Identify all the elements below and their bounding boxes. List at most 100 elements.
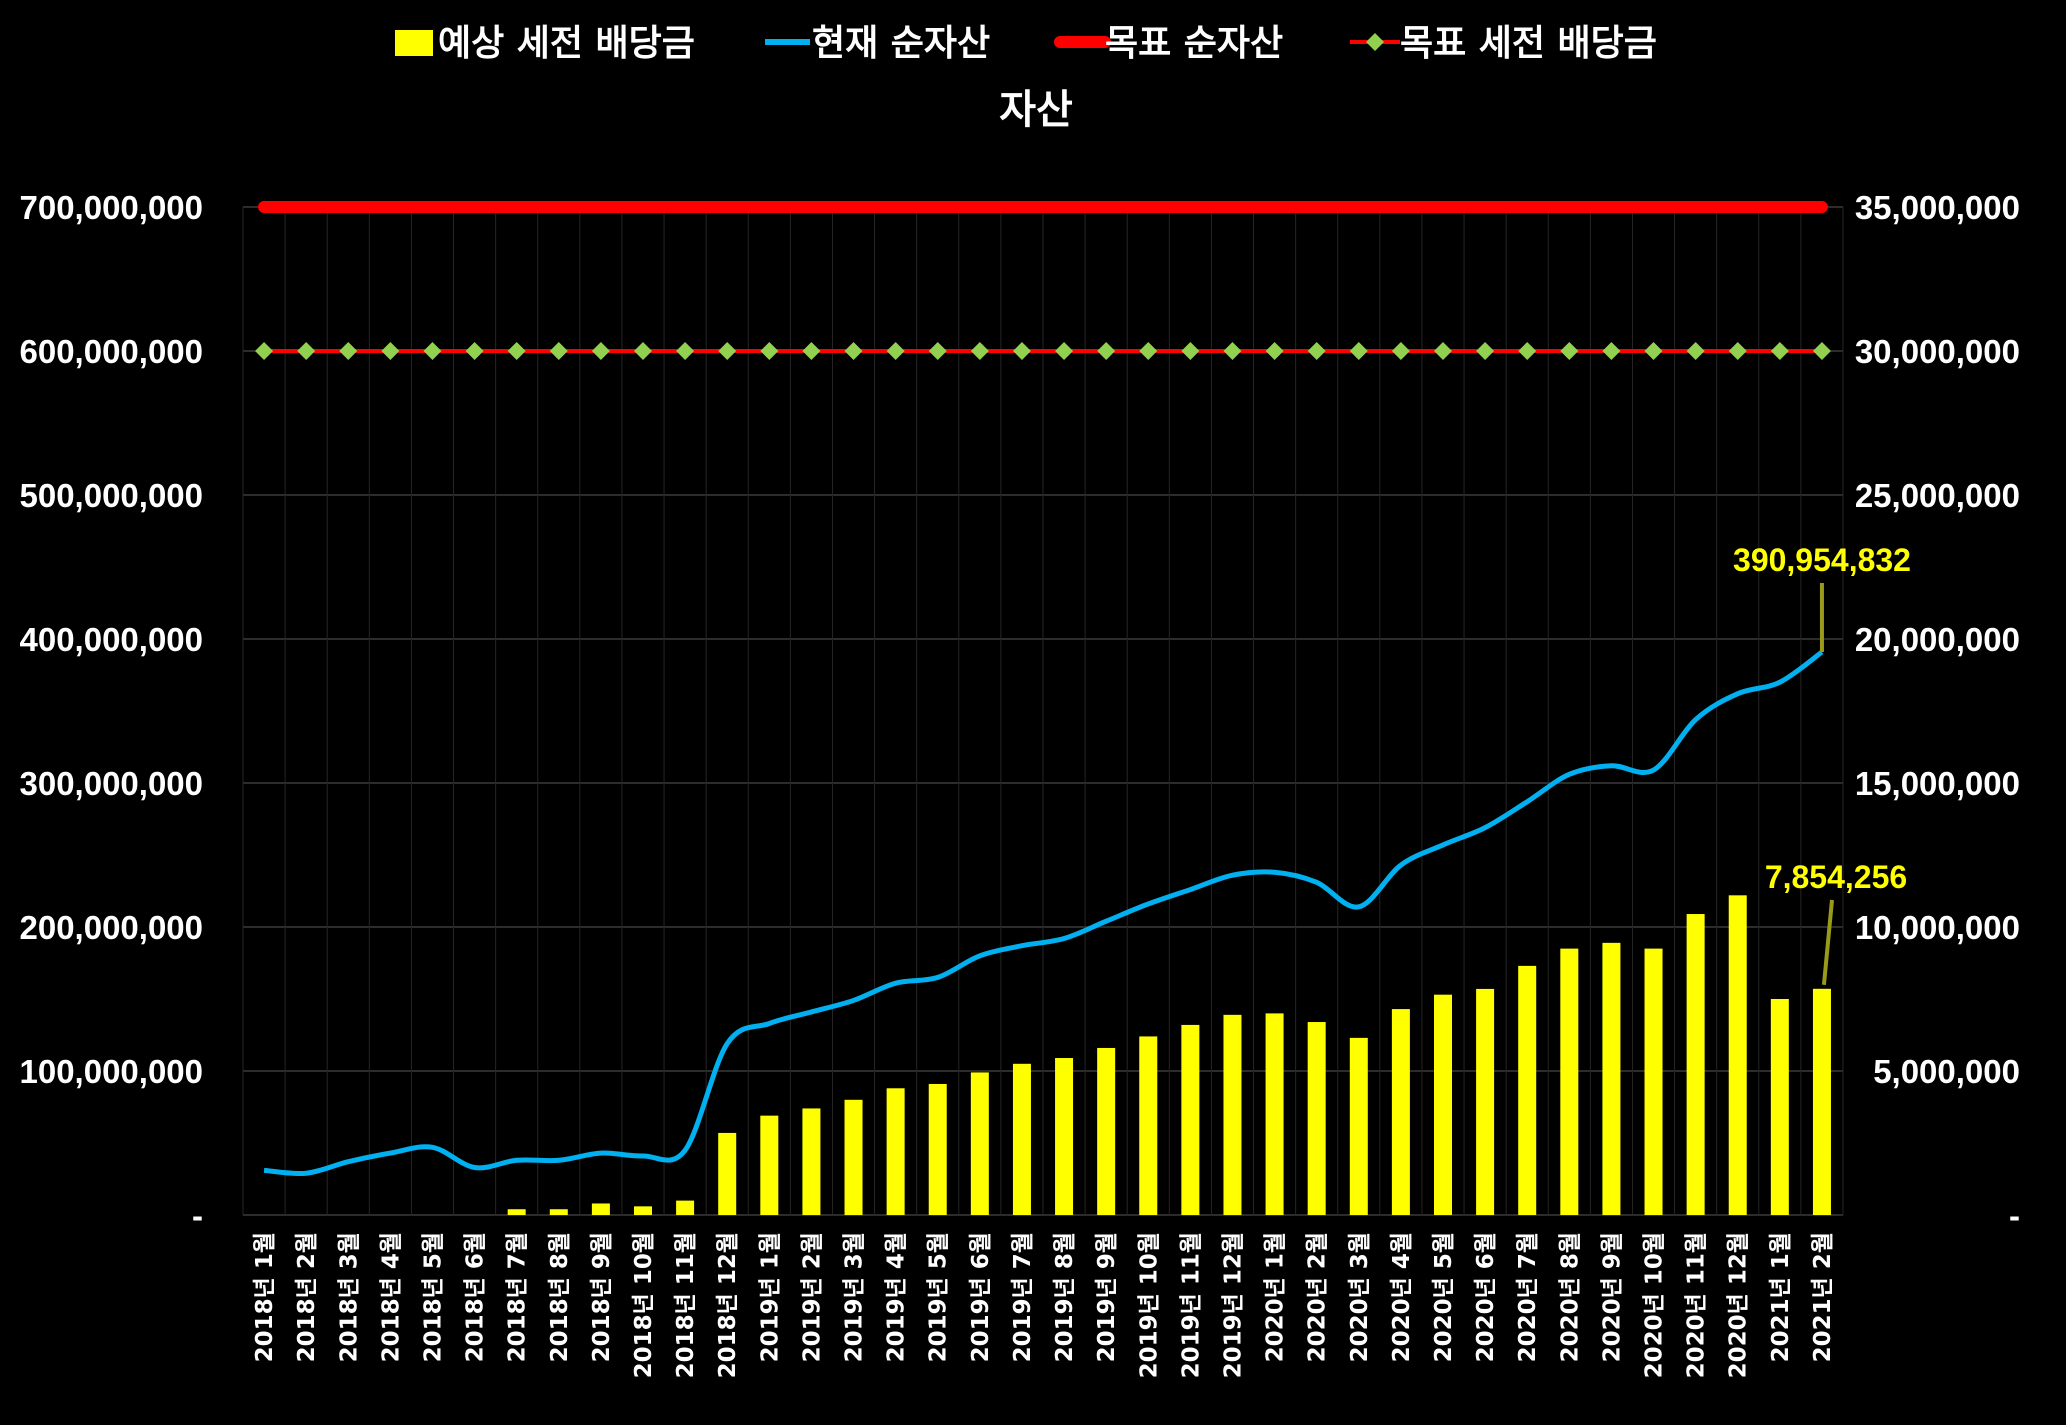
dividend-bar	[1391, 1009, 1410, 1215]
right-axis-tick-label: 20,000,000	[1855, 621, 2020, 658]
left-axis-tick-label: 400,000,000	[19, 621, 203, 658]
legend-swatch-target-dividend-marker	[1366, 33, 1384, 51]
category-label: 2018년 8월	[547, 1232, 573, 1362]
category-label: 2020년 12월	[1726, 1232, 1752, 1378]
category-label: 2020년 10월	[1642, 1232, 1668, 1378]
category-label: 2021년 1월	[1768, 1232, 1794, 1362]
dividend-bar	[970, 1072, 989, 1215]
dividend-bar	[1307, 1022, 1326, 1215]
dividend-bar	[1770, 999, 1789, 1215]
dividend-bar	[1686, 914, 1705, 1215]
category-label: 2018년 2월	[294, 1232, 320, 1362]
target-dividend-marker	[1307, 342, 1326, 360]
category-label: 2018년 1월	[252, 1232, 278, 1362]
category-label: 2020년 6월	[1473, 1232, 1499, 1362]
dividend-bar	[802, 1108, 821, 1215]
right-axis-ticks: - 5,000,000 10,000,000 15,000,000 20,000,000…	[1855, 189, 2020, 1234]
data-callouts: 390,954,832 7,854,256	[1733, 542, 1911, 985]
category-label: 2020년 4월	[1389, 1232, 1415, 1362]
category-label: 2020년 8월	[1557, 1232, 1583, 1362]
legend-item-target-net-assets[interactable]: 목표 순자산	[1054, 23, 1283, 64]
target-dividend-marker	[255, 342, 274, 360]
dividend-bar	[591, 1203, 610, 1215]
target-dividend-marker	[1097, 342, 1116, 360]
category-label: 2018년 7월	[505, 1232, 531, 1362]
right-axis-tick-label: 15,000,000	[1855, 765, 2020, 802]
legend-item-expected-dividend[interactable]: 예상 세전 배당금	[395, 23, 695, 64]
dividend-bar	[1223, 1014, 1242, 1215]
legend-swatch-expected-dividend	[395, 30, 433, 56]
target-dividend-marker	[465, 342, 484, 360]
target-dividend-markers	[255, 342, 1831, 360]
target-dividend-marker	[802, 342, 821, 360]
legend-item-current-net-assets[interactable]: 현재 순자산	[765, 23, 990, 64]
dividend-bar	[760, 1115, 779, 1215]
target-dividend-marker	[1181, 342, 1200, 360]
target-dividend-marker	[634, 342, 652, 360]
category-label: 2020년 1월	[1263, 1232, 1289, 1362]
category-label: 2018년 10월	[631, 1232, 657, 1378]
dividend-bar	[1349, 1037, 1368, 1215]
target-dividend-marker	[1560, 342, 1579, 360]
target-dividend-marker	[1686, 342, 1705, 360]
target-dividend-marker	[507, 342, 526, 360]
legend-label-expected-dividend: 예상 세전 배당금	[438, 23, 695, 64]
target-dividend-marker	[1644, 342, 1663, 360]
target-dividend-marker	[1518, 342, 1537, 360]
target-dividend-marker	[1012, 342, 1031, 360]
category-label: 2018년 6월	[463, 1232, 489, 1362]
left-axis-tick-label: 200,000,000	[19, 909, 203, 946]
dividend-callout-leader	[1821, 899, 1834, 985]
target-dividend-marker	[1349, 342, 1368, 360]
target-dividend-marker	[1223, 342, 1242, 360]
target-dividend-marker	[297, 342, 316, 360]
category-label: 2019년 2월	[799, 1232, 825, 1362]
right-axis-tick-label: 25,000,000	[1855, 477, 2020, 514]
target-dividend-marker	[1770, 342, 1789, 360]
dividend-bar	[886, 1088, 905, 1215]
category-label: 2019년 10월	[1136, 1232, 1162, 1378]
dividend-bar	[1139, 1036, 1158, 1215]
dividend-bar	[1602, 942, 1621, 1215]
category-label: 2019년 3월	[842, 1232, 868, 1362]
dividend-bar	[634, 1206, 652, 1215]
target-dividend-marker	[1055, 342, 1074, 360]
current-net-assets-line	[263, 649, 1824, 1177]
left-axis-ticks: - 100,000,000 200,000,000 300,000,000 400,00…	[19, 189, 203, 1234]
category-label: 2020년 9월	[1599, 1232, 1625, 1362]
left-axis-tick-label: -	[192, 1197, 203, 1234]
left-axis-tick-label: 700,000,000	[19, 189, 203, 226]
dividend-bar	[1055, 1058, 1074, 1215]
dividend-callout-label: 7,854,256	[1765, 859, 1907, 895]
target-dividend-marker	[928, 342, 947, 360]
target-dividend-marker	[1139, 342, 1158, 360]
category-label: 2020년 3월	[1347, 1232, 1373, 1362]
dividend-bar	[1265, 1013, 1284, 1215]
dividend-bar	[1644, 948, 1663, 1215]
category-label: 2018년 5월	[420, 1232, 446, 1362]
target-dividend-marker	[1476, 342, 1495, 360]
right-axis-tick-label: 35,000,000	[1855, 189, 2020, 226]
category-label: 2018년 4월	[378, 1232, 404, 1362]
category-label: 2020년 5월	[1431, 1232, 1457, 1362]
dividend-bar	[507, 1209, 526, 1215]
category-label: 2020년 7월	[1515, 1232, 1541, 1362]
target-dividend-marker	[844, 342, 863, 360]
category-labels: 2018년 1월 2018년 2월 2018년 3월 2018년 4월 2018년 5월…	[252, 1232, 1836, 1378]
dividend-bar	[1518, 965, 1537, 1215]
category-label: 2019년 6월	[968, 1232, 994, 1362]
dividend-bar	[1812, 988, 1831, 1215]
legend-item-target-dividend[interactable]: 목표 세전 배당금	[1350, 23, 1657, 64]
target-dividend-marker	[423, 342, 442, 360]
target-dividend-marker	[339, 342, 358, 360]
target-dividend-marker	[1728, 342, 1747, 360]
dividend-bar	[676, 1200, 695, 1215]
legend-label-target-dividend: 목표 세전 배당금	[1400, 23, 1657, 64]
left-axis-tick-label: 600,000,000	[19, 333, 203, 370]
dividend-bar	[1097, 1047, 1116, 1215]
legend-label-current-net-assets: 현재 순자산	[812, 23, 990, 64]
target-dividend-marker	[381, 342, 400, 360]
dividend-bar	[844, 1099, 863, 1215]
dividend-bar	[1181, 1024, 1200, 1215]
right-axis-tick-label: 5,000,000	[1873, 1053, 2020, 1090]
